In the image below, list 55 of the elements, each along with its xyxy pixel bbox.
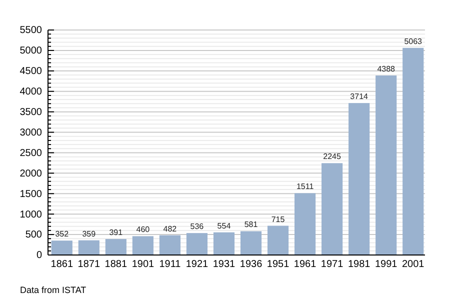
x-tick-label: 2001 [402,259,425,270]
data-label: 391 [109,228,124,238]
data-label: 1511 [296,182,314,192]
y-tick-label: 2000 [20,168,42,180]
bar [376,75,397,255]
y-tick-label: 5000 [20,46,42,57]
x-tick-label: 1861 [50,259,74,270]
y-tick-label: 1000 [20,209,42,220]
bar [294,193,316,255]
y-tick-label: 3000 [20,127,42,138]
bar [322,163,343,255]
x-tick-label: 1991 [374,259,398,270]
data-label: 5063 [404,36,423,46]
x-tick-label: 1921 [186,259,209,270]
data-label: 2245 [323,152,342,162]
bar [105,239,126,255]
data-label: 536 [190,222,204,232]
x-tick-label: 1951 [266,259,290,270]
x-tick-label: 1911 [159,259,182,270]
bar [240,231,262,255]
y-tick-label: 4000 [20,86,42,98]
x-tick-label: 1871 [78,259,100,270]
bar [267,226,289,255]
x-tick-label: 1936 [240,259,263,270]
y-tick-label: 500 [25,230,42,241]
data-label: 3714 [350,92,369,102]
bar [159,235,180,255]
data-label: 359 [82,229,96,238]
y-tick-label: 3500 [20,107,42,118]
y-tick-label: 4500 [20,66,42,78]
bar [51,240,72,255]
x-tick-label: 1901 [132,259,154,270]
y-tick-label: 1500 [20,188,42,200]
data-label: 581 [244,220,258,230]
data-label: 715 [271,214,286,224]
data-label: 460 [136,225,150,234]
data-label: 4388 [377,64,396,74]
x-tick-label: 1981 [348,259,371,270]
data-label: 482 [163,224,178,234]
text: Data from ISTAT [20,285,87,295]
x-tick-label: 1971 [320,259,344,270]
bar [348,103,370,255]
x-tick-label: 1961 [294,259,317,270]
x-tick-label: 1931 [212,259,236,270]
bar [78,240,100,255]
data-label: 554 [217,221,232,230]
bar [402,48,424,255]
data-label: 352 [55,230,70,239]
bar [186,233,208,255]
bar [132,236,154,255]
y-tick-label: 0 [36,250,42,262]
bar [213,232,235,255]
y-tick-label: 5500 [20,25,42,36]
x-tick-label: 1881 [104,259,128,270]
y-tick-label: 2500 [20,148,42,159]
